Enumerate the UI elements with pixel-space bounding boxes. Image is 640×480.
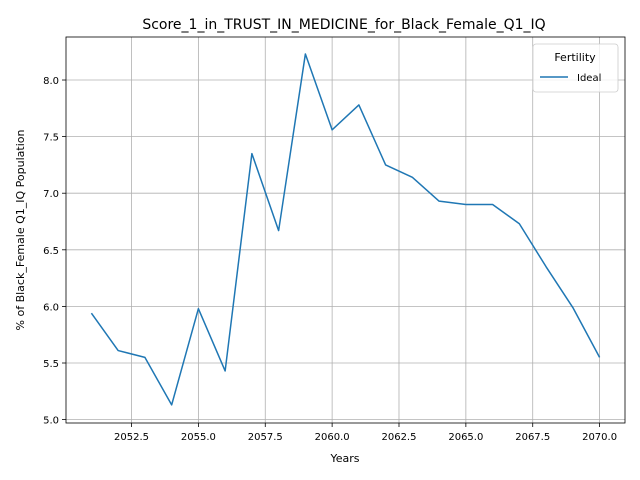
x-tick-label: 2060.0 [315, 432, 350, 443]
y-tick-label: 5.5 [43, 359, 59, 370]
y-axis-title: % of Black_Female Q1_IQ Population [14, 130, 27, 331]
y-tick-label: 7.0 [43, 189, 59, 200]
series-line-ideal [90, 53, 601, 406]
series-layer [90, 53, 601, 406]
y-tick-label: 6.5 [43, 246, 59, 257]
x-tick-label: 2065.0 [448, 432, 483, 443]
legend-title: Fertility [554, 51, 596, 64]
x-tick-label: 2070.0 [582, 432, 617, 443]
x-tick-label: 2055.0 [181, 432, 216, 443]
y-tick-label: 8.0 [43, 76, 59, 87]
y-tick-label: 5.0 [43, 416, 59, 427]
legend-box [532, 43, 619, 93]
x-tick-label: 2062.5 [381, 432, 416, 443]
x-tick-label: 2067.5 [515, 432, 550, 443]
grid [66, 37, 625, 423]
y-tick-label: 6.0 [43, 302, 59, 313]
legend: Fertility Ideal [532, 43, 619, 93]
x-axis: 2052.5 2055.0 2057.5 2060.0 2062.5 2065.0 2067… [114, 423, 617, 443]
chart-title: Score_1_in_TRUST_IN_MEDICINE_for_Black_F… [142, 17, 545, 33]
legend-label-ideal: Ideal [577, 73, 601, 84]
y-tick-label: 7.5 [43, 133, 59, 144]
plot-frame [65, 36, 626, 424]
x-axis-title: Years [329, 452, 359, 465]
x-tick-label: 2052.5 [114, 432, 149, 443]
x-tick-label: 2057.5 [248, 432, 283, 443]
y-axis: 5.0 5.5 6.0 6.5 7.0 7.5 8.0 [43, 76, 66, 427]
